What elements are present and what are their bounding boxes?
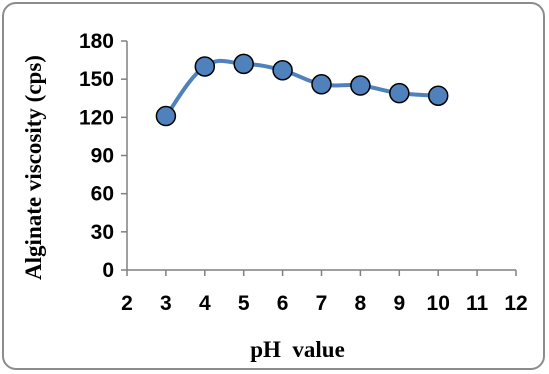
x-tick-label: 11 (466, 292, 489, 315)
x-tick-label: 6 (277, 292, 289, 315)
x-tick-label: 2 (121, 292, 133, 315)
data-point-marker (427, 85, 449, 106)
series-layer (155, 53, 449, 127)
data-point-marker (272, 60, 293, 81)
data-point-marker (194, 56, 216, 77)
y-axis-title: Alginate viscosity (cps) (21, 55, 46, 280)
x-axis-title: pH value (250, 337, 345, 362)
data-point-marker (311, 74, 332, 95)
y-tick-label: 90 (91, 145, 114, 168)
chart-frame (2, 2, 545, 370)
y-tick-label: 120 (79, 106, 114, 129)
data-point-marker (389, 82, 410, 104)
data-point-marker (155, 105, 177, 127)
y-tick-label: 150 (79, 68, 114, 91)
y-tick-label: 60 (91, 183, 114, 206)
data-point-marker (350, 75, 371, 96)
x-ticks: 2 3 4 5 6 7 8 9 10 11 12 (121, 270, 528, 315)
y-ticks: 0 30 60 90 120 150 180 (79, 30, 127, 282)
x-tick-label: 9 (393, 292, 405, 315)
y-tick-label: 180 (79, 30, 114, 53)
x-tick-label: 7 (316, 292, 328, 315)
y-tick-label: 0 (102, 259, 114, 282)
x-tick-label: 4 (199, 292, 211, 315)
data-point-marker (233, 53, 254, 75)
x-tick-label: 12 (504, 292, 527, 315)
x-tick-label: 10 (427, 292, 450, 315)
x-tick-label: 3 (160, 292, 172, 315)
x-tick-label: 8 (355, 292, 367, 315)
x-tick-label: 5 (238, 292, 250, 315)
y-tick-label: 30 (91, 221, 114, 244)
